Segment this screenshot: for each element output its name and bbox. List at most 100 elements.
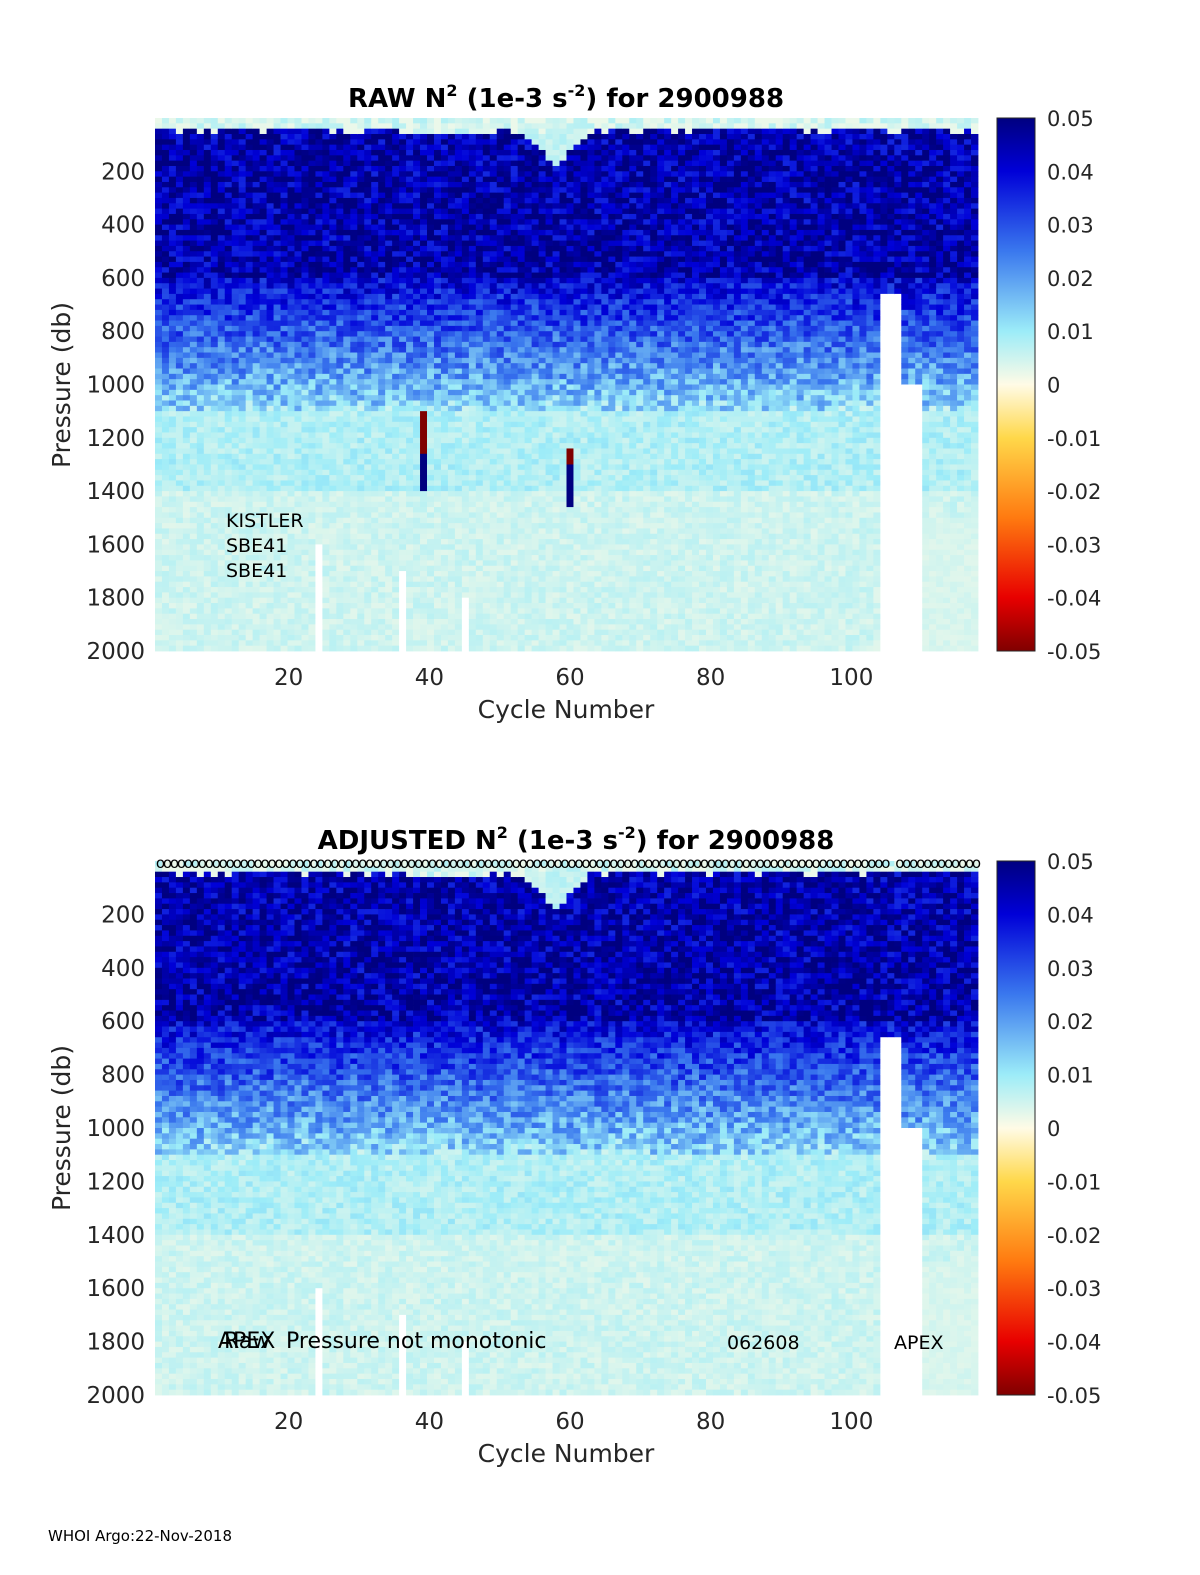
- heatmap-cell: [231, 272, 240, 279]
- heatmap-cell: [155, 315, 163, 321]
- heatmap-cell: [336, 517, 344, 524]
- heatmap-cell: [273, 299, 281, 305]
- heatmap-cell: [301, 416, 309, 423]
- heatmap-cell: [343, 592, 351, 599]
- heatmap-cell: [475, 187, 484, 194]
- heatmap-cell: [196, 261, 205, 268]
- heatmap-cell: [336, 267, 344, 273]
- heatmap-cell: [287, 576, 295, 583]
- heatmap-cell: [350, 576, 358, 583]
- heatmap-cell: [399, 347, 407, 353]
- heatmap-cell: [468, 288, 477, 295]
- heatmap-cell: [489, 187, 498, 194]
- heatmap-cell: [433, 240, 442, 247]
- heatmap-cell: [357, 603, 365, 609]
- heatmap-cell: [168, 448, 177, 455]
- heatmap-cell: [357, 267, 365, 273]
- heatmap-cell: [203, 581, 212, 588]
- heatmap-cell: [210, 208, 219, 215]
- heatmap-cell: [203, 592, 212, 599]
- heatmap-cell: [196, 459, 205, 465]
- heatmap-cell: [189, 389, 198, 396]
- heatmap-cell: [447, 480, 456, 487]
- heatmap-cell: [440, 395, 449, 401]
- heatmap-cell: [252, 165, 261, 172]
- heatmap-cell: [482, 118, 491, 124]
- heatmap-cell: [210, 421, 219, 428]
- heatmap-cell: [203, 347, 212, 353]
- heatmap-cell: [210, 256, 219, 263]
- heatmap-cell: [468, 629, 477, 636]
- heatmap-cell: [413, 208, 421, 215]
- heatmap-cell: [155, 491, 163, 497]
- heatmap-cell: [273, 133, 281, 140]
- heatmap-cell: [447, 485, 456, 492]
- heatmap-cell: [343, 224, 351, 231]
- heatmap-cell: [378, 181, 386, 188]
- heatmap-cell: [420, 571, 428, 577]
- heatmap-cell: [489, 357, 498, 364]
- heatmap-cell: [357, 512, 365, 519]
- heatmap-cell: [252, 288, 261, 295]
- heatmap-cell: [294, 565, 302, 572]
- heatmap-cell: [196, 181, 205, 188]
- heatmap-cell: [447, 272, 456, 279]
- heatmap-cell: [322, 629, 330, 636]
- heatmap-cell: [482, 619, 491, 625]
- heatmap-cell: [454, 400, 463, 407]
- heatmap-cell: [454, 544, 463, 551]
- heatmap-cell: [447, 171, 456, 178]
- heatmap-cell: [461, 469, 470, 476]
- heatmap-cell: [482, 208, 491, 215]
- heatmap-cell: [475, 256, 484, 263]
- heatmap-cell: [315, 581, 323, 588]
- heatmap-cell: [329, 437, 337, 444]
- heatmap-cell: [196, 160, 205, 167]
- heatmap-cell: [266, 165, 274, 172]
- heatmap-cell: [482, 608, 491, 615]
- heatmap-cell: [496, 229, 505, 236]
- heatmap-cell: [210, 475, 219, 481]
- heatmap-cell: [266, 565, 274, 572]
- heatmap-cell: [427, 219, 435, 225]
- heatmap-cell: [245, 245, 254, 252]
- heatmap-cell: [189, 533, 198, 540]
- heatmap-cell: [364, 619, 372, 625]
- heatmap-cell: [413, 416, 421, 423]
- heatmap-cell: [182, 384, 191, 391]
- heatmap-cell: [392, 160, 400, 167]
- heatmap-cell: [287, 555, 295, 561]
- heatmap-cell: [175, 555, 184, 561]
- heatmap-cell: [371, 443, 379, 449]
- heatmap-cell: [259, 443, 267, 449]
- heatmap-cell: [182, 517, 191, 524]
- heatmap-cell: [482, 357, 491, 364]
- heatmap-cell: [217, 357, 226, 364]
- heatmap-cell: [161, 549, 170, 556]
- heatmap-cell: [385, 443, 393, 449]
- heatmap-cell: [294, 411, 302, 417]
- heatmap-cell: [238, 128, 247, 135]
- heatmap-cell: [343, 539, 351, 545]
- heatmap-cell: [496, 571, 505, 577]
- heatmap-cell: [210, 357, 219, 364]
- heatmap-cell: [252, 427, 261, 433]
- heatmap-cell: [399, 491, 407, 497]
- heatmap-cell: [252, 395, 261, 401]
- heatmap-cell: [482, 427, 491, 433]
- heatmap-cell: [496, 576, 505, 583]
- heatmap-cell: [252, 219, 261, 225]
- heatmap-cell: [231, 192, 240, 199]
- heatmap-cell: [440, 571, 449, 577]
- heatmap-cell: [168, 309, 177, 316]
- heatmap-cell: [217, 277, 226, 284]
- heatmap-cell: [245, 571, 254, 577]
- heatmap-cell: [468, 480, 477, 487]
- heatmap-cell: [287, 118, 295, 124]
- heatmap-cell: [350, 405, 358, 412]
- heatmap-cell: [238, 123, 247, 130]
- heatmap-cell: [406, 176, 414, 183]
- heatmap-cell: [440, 464, 449, 471]
- heatmap-cell: [420, 165, 428, 172]
